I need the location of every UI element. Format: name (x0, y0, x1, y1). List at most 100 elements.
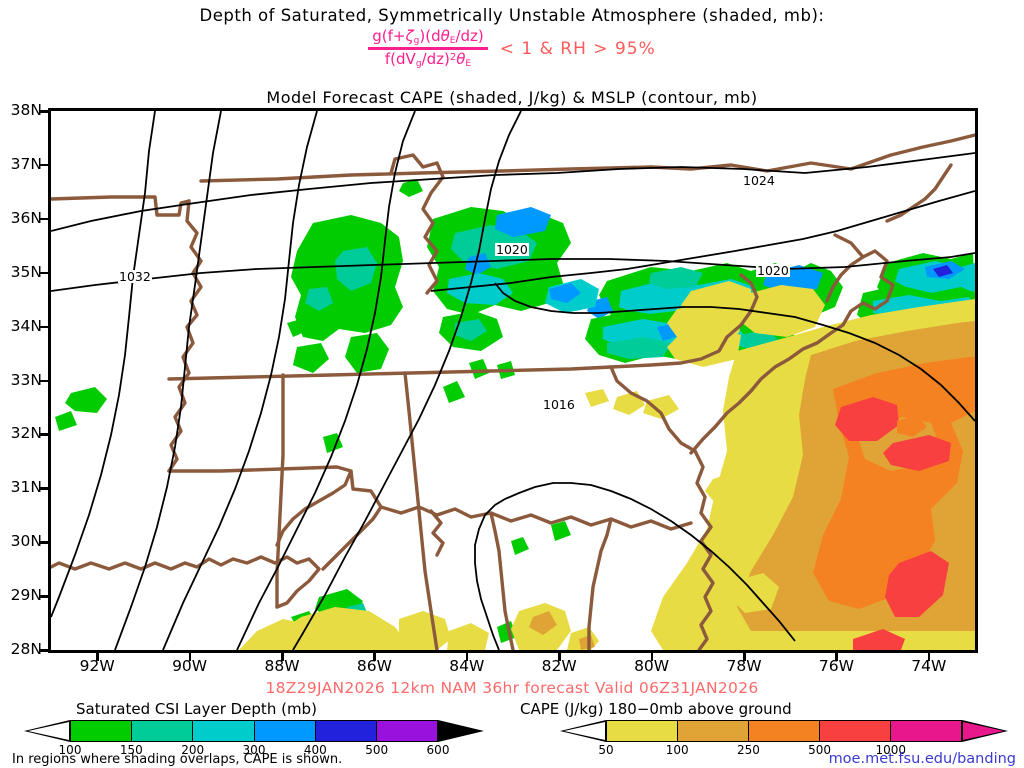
colorbar-left-arrow-fill (564, 722, 605, 740)
lon-tick-label: 80W (634, 657, 670, 675)
formula-fraction: g(f+ζg)(dθE/dz) f(dVg/dz)2θE (368, 28, 488, 69)
lon-tick-label: 84W (449, 657, 485, 675)
lon-tick-mark (281, 653, 284, 661)
contour-label: 1024 (742, 173, 776, 188)
lat-tick-mark (39, 433, 48, 436)
lat-tick-label: 30N (10, 532, 42, 551)
contour-label: 1032 (118, 269, 152, 284)
lat-tick-label: 29N (10, 586, 42, 605)
cape-shading-layer (239, 281, 975, 650)
mslp-contours-layer (51, 111, 975, 650)
lat-tick-mark (39, 379, 48, 382)
lat-tick-label: 38N (10, 101, 42, 119)
lon-tick-mark (373, 653, 376, 661)
state-borders-layer (51, 133, 975, 650)
lon-tick-label: 86W (356, 657, 392, 675)
colorbar-right-arrow-fill (439, 722, 480, 740)
lat-tick-mark (39, 541, 48, 544)
formula-condition: < 1 & RH > 95% (499, 38, 656, 59)
colorbar-swatch (254, 721, 316, 741)
lon-tick-label: 88W (264, 657, 300, 675)
colorbar-swatches (606, 720, 962, 742)
colorbar-tick-label: 600 (426, 743, 450, 757)
lat-tick-mark (39, 110, 48, 113)
lat-tick-mark (39, 325, 48, 329)
colorbar-swatch (315, 721, 377, 741)
colorbar-swatch (132, 721, 194, 741)
lon-tick-label: 78W (726, 657, 762, 675)
colorbar-left-arrow-fill (28, 722, 69, 740)
colorbar-tick-label: 400 (303, 743, 327, 757)
lat-tick-mark (39, 649, 48, 652)
cape-legend-title: CAPE (J/kg) 180−0mb above ground (520, 700, 792, 718)
fraction-bar (368, 47, 488, 51)
cape-colorbar[interactable]: 50 100 250 500 1000 (560, 720, 1008, 757)
colorbar-swatch (376, 721, 438, 741)
colorbar-tick-label: 250 (736, 743, 760, 757)
map-plot-area (51, 111, 975, 650)
lon-tick-label: 90W (172, 657, 208, 675)
lat-tick-label: 36N (10, 208, 42, 227)
overlap-note: In regions where shading overlaps, CAPE … (12, 752, 343, 767)
lon-tick-label: 82W (541, 657, 577, 675)
csi-colorbar[interactable]: 100 150 200 300 400 500 600 (24, 720, 484, 757)
csi-legend-title: Saturated CSI Layer Depth (mb) (76, 700, 317, 718)
colorbar-tick-label: 100 (58, 743, 82, 757)
formula-denominator: f(dVg/dz)2θE (384, 50, 472, 70)
contour-label: 1020 (495, 242, 529, 257)
colorbar-swatch (607, 721, 678, 741)
lon-tick-mark (743, 653, 746, 661)
colorbar-swatch (678, 721, 749, 741)
lat-tick-mark (39, 271, 48, 275)
lon-tick-mark (650, 653, 654, 661)
formula-numerator: g(f+ζg)(dθE/dz) (372, 27, 484, 46)
lat-tick-label: 32N (10, 424, 42, 443)
source-link[interactable]: moe.met.fsu.edu/banding (828, 751, 1016, 767)
colorbar-tick-label: 300 (242, 743, 266, 757)
lon-tick-mark (96, 653, 99, 661)
lon-tick-label: 74W (911, 657, 947, 675)
forecast-caption: 18Z29JAN2026 12km NAM 36hr forecast Vali… (265, 679, 759, 697)
colorbar-swatch (891, 721, 961, 741)
colorbar-swatches (70, 720, 438, 742)
lat-tick-mark (39, 487, 48, 490)
contour-label: 1020 (756, 263, 790, 278)
lon-tick-label: 76W (818, 657, 854, 675)
colorbar-tick-labels: 100 150 200 300 400 500 600 (24, 743, 484, 759)
colorbar-tick-label: 500 (808, 743, 832, 757)
lat-tick-label: 34N (10, 316, 42, 335)
lat-tick-mark (39, 163, 48, 167)
colorbar-swatch (71, 721, 133, 741)
map-container[interactable]: 1032 1020 1024 1020 1016 (48, 108, 978, 653)
lat-tick-label: 31N (10, 478, 42, 497)
lon-tick-mark (927, 653, 931, 661)
colorbar-tick-label: 100 (665, 743, 689, 757)
lat-tick-label: 35N (10, 262, 42, 281)
colorbar-tick-label: 200 (181, 743, 205, 757)
page-subtitle: Model Forecast CAPE (shaded, J/kg) & MSL… (266, 88, 758, 107)
colorbar-tick-label: 500 (365, 743, 389, 757)
lat-tick-label: 28N (10, 640, 42, 658)
colorbar-swatch (749, 721, 820, 741)
lat-tick-label: 33N (10, 370, 42, 389)
lon-tick-mark (558, 653, 561, 661)
page-title: Depth of Saturated, Symmetrically Unstab… (199, 6, 825, 25)
lon-tick-mark (188, 653, 192, 661)
colorbar-tick-label: 150 (119, 743, 143, 757)
colorbar-swatch (820, 721, 891, 741)
colorbar-swatch (193, 721, 255, 741)
map-frame (48, 108, 978, 653)
lon-tick-mark (465, 653, 469, 661)
colorbar-tick-label: 50 (598, 743, 614, 757)
formula-block: g(f+ζg)(dθE/dz) f(dVg/dz)2θE < 1 & RH > … (0, 28, 1024, 69)
colorbar-right-arrow-fill (963, 722, 1004, 740)
lat-tick-mark (39, 217, 48, 221)
lon-tick-mark (835, 653, 838, 661)
lat-tick-label: 37N (10, 154, 42, 173)
colorbar-tick-label: 1000 (875, 743, 907, 757)
lat-tick-mark (39, 595, 48, 598)
lon-tick-label: 92W (79, 657, 115, 675)
contour-label: 1016 (542, 397, 576, 412)
colorbar-tick-labels: 50 100 250 500 1000 (560, 743, 1008, 759)
